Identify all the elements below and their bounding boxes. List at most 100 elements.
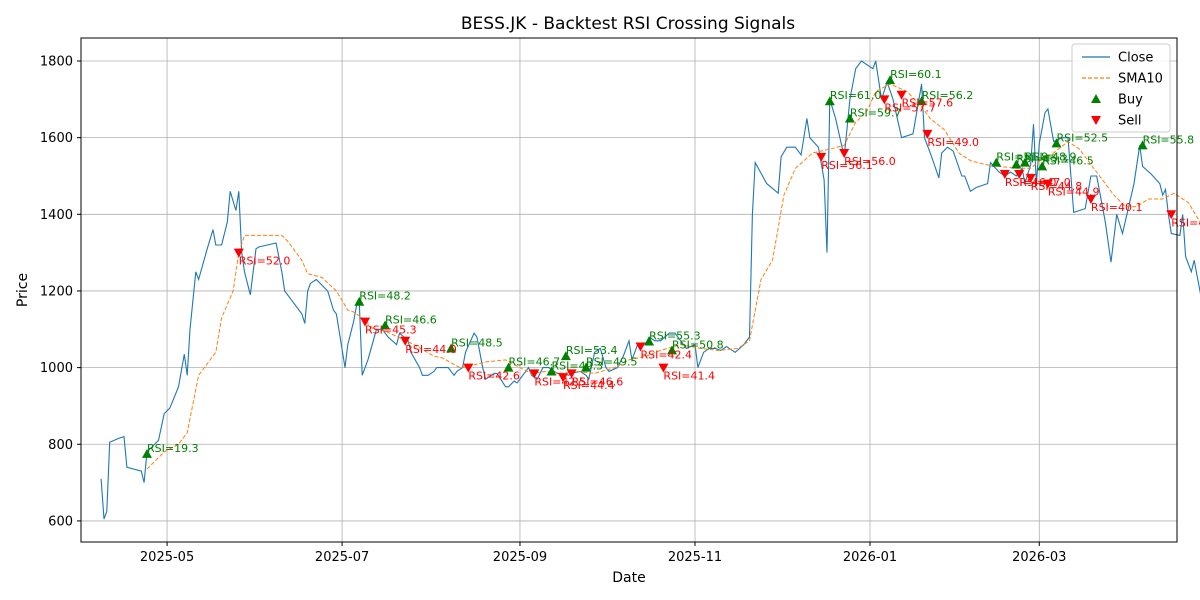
- x-axis-ticks: 2025-05 2025-07 2025-09 2025-11 2026-01 2026-…: [140, 542, 1066, 565]
- y-tick-label: 1800: [40, 54, 73, 69]
- buy-annotation: RSI=48.2: [359, 290, 411, 303]
- sell-marker: [658, 363, 669, 373]
- sell-marker: [999, 170, 1010, 180]
- sell-marker: [816, 152, 827, 162]
- buy-marker: [141, 448, 152, 458]
- x-tick-label: 2026-03: [1012, 550, 1066, 565]
- sell-marker: [1042, 179, 1053, 189]
- sell-annotation: RSI=56.0: [844, 155, 896, 168]
- sell-marker: [463, 363, 474, 373]
- buy-marker: [1051, 138, 1062, 148]
- sell-annotation: RSI=45.3: [365, 324, 417, 337]
- legend-box: [1071, 43, 1171, 133]
- buy-annotation: RSI=45.3: [1016, 152, 1068, 165]
- buy-annotation: RSI=46.6: [385, 313, 437, 326]
- legend-swatch-buy: [1091, 94, 1101, 103]
- legend-label-buy: Buy: [1118, 93, 1143, 108]
- sell-annotation: RSI=46.0: [1005, 176, 1057, 189]
- buy-annotation: RSI=53.4: [566, 344, 618, 357]
- buy-annotation: RSI=50.8: [672, 338, 724, 351]
- sell-marker: [529, 369, 540, 379]
- legend-label-sell: Sell: [1118, 114, 1141, 129]
- buy-marker: [354, 296, 365, 306]
- series-line-sma10: [146, 83, 1200, 470]
- buy-marker: [916, 96, 927, 106]
- y-tick-label: 1200: [40, 284, 73, 299]
- grid: [81, 38, 1177, 542]
- buy-marker: [380, 320, 391, 330]
- buy-annotation: RSI=48.9: [1025, 151, 1077, 164]
- buy-marker: [885, 75, 896, 85]
- sell-marker: [1025, 173, 1036, 183]
- buy-annotation: RSI=52.5: [1056, 131, 1108, 144]
- sell-annotation: RSI=41.4: [663, 370, 715, 383]
- x-axis-label: Date: [612, 570, 645, 586]
- buy-marker: [1019, 157, 1030, 167]
- buy-annotation: RSI=49.3: [552, 359, 604, 372]
- sell-marker: [558, 373, 569, 383]
- y-tick-label: 800: [48, 438, 73, 453]
- buy-marker: [1011, 159, 1022, 169]
- signal-annotations: RSI=19.3 RSI=48.2 RSI=46.6 RSI=48.5 RSI=46.7…: [147, 68, 1200, 455]
- sell-marker: [1085, 194, 1096, 204]
- sell-annotation: RSI=44.4: [563, 379, 615, 392]
- y-axis-label: Price: [15, 273, 31, 307]
- sell-marker: [566, 369, 577, 379]
- legend-label-dash: SMA10: [1118, 72, 1163, 87]
- sell-marker: [879, 95, 890, 105]
- sell-marker: [1166, 210, 1177, 220]
- legend: Close SMA10 Buy Sell: [1071, 43, 1171, 133]
- buy-marker: [503, 362, 514, 372]
- buy-annotation: RSI=56.2: [922, 89, 974, 102]
- x-tick-label: 2025-07: [315, 550, 369, 565]
- y-tick-label: 1600: [40, 131, 73, 146]
- buy-marker: [446, 343, 457, 353]
- sell-annotation: RSI=56.1: [821, 159, 873, 172]
- buy-annotation: RSI=59.7: [850, 106, 902, 119]
- buy-marker: [667, 345, 678, 355]
- sell-annotation: RSI=44.9: [1048, 186, 1100, 199]
- buy-annotation: RSI=55.3: [649, 330, 701, 343]
- buy-annotation: RSI=46.5: [1042, 154, 1094, 167]
- series-line-close: [100, 60, 1200, 520]
- x-tick-label: 2025-09: [493, 550, 547, 565]
- buy-annotation: RSI=48.5: [451, 336, 503, 349]
- buy-annotation: RSI=19.3: [147, 442, 199, 455]
- buy-annotation: RSI=51.8: [996, 151, 1048, 164]
- sell-annotation: RSI=49.0: [927, 136, 979, 149]
- sell-annotation: RSI=47.0: [1019, 176, 1071, 189]
- buy-marker: [1037, 161, 1048, 171]
- sell-annotation: RSI=44.0: [405, 343, 457, 356]
- sell-marker: [360, 317, 371, 327]
- sell-marker: [839, 148, 850, 158]
- x-tick-label: 2025-05: [140, 550, 194, 565]
- signal-markers: [141, 75, 1177, 458]
- y-axis-ticks: 600 800 1000 1200 1400 1600 1800: [40, 54, 81, 529]
- legend-swatch-sell: [1091, 116, 1101, 125]
- x-tick-label: 2026-01: [843, 550, 897, 565]
- sell-annotation: RSI=57.6: [902, 97, 954, 110]
- buy-marker: [991, 157, 1002, 167]
- y-tick-label: 1000: [40, 361, 73, 376]
- buy-marker: [824, 96, 835, 106]
- sell-annotation: RSI=42.4: [640, 349, 692, 362]
- series-layer: [100, 60, 1200, 520]
- sell-annotation: RSI=44.8: [1031, 180, 1083, 193]
- buy-marker: [546, 366, 557, 376]
- plot-frame: [80, 37, 1178, 543]
- sell-marker: [635, 342, 646, 352]
- buy-marker: [1137, 140, 1148, 150]
- buy-marker: [580, 362, 591, 372]
- sell-annotation: RSI=46.6: [572, 375, 624, 388]
- sell-annotation: RSI=44.5: [1171, 216, 1200, 229]
- sell-marker: [896, 90, 907, 100]
- sell-annotation: RSI=52.0: [239, 255, 291, 268]
- x-tick-label: 2025-11: [668, 550, 722, 565]
- sell-marker: [1014, 170, 1025, 180]
- buy-annotation: RSI=60.1: [890, 68, 942, 81]
- sell-marker: [922, 129, 933, 139]
- buy-marker: [644, 336, 655, 346]
- legend-label-line: Close: [1118, 51, 1153, 66]
